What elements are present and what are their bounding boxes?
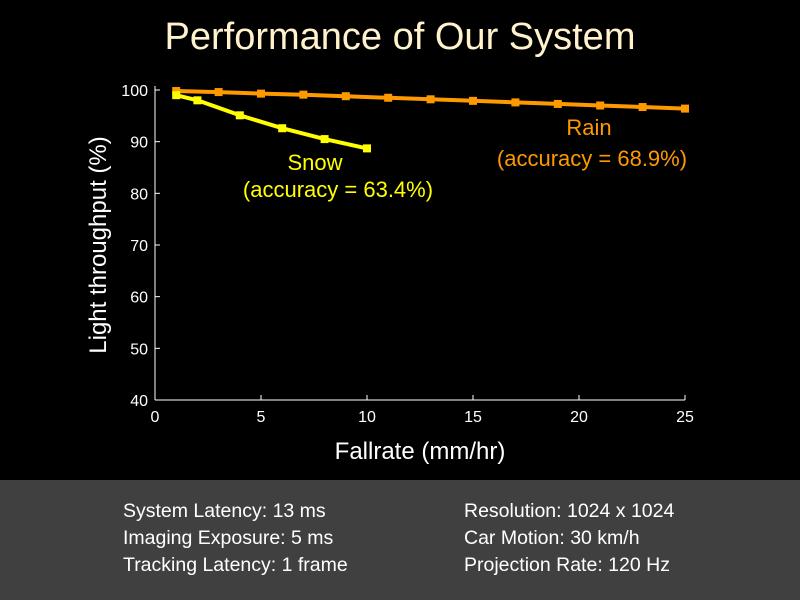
y-tick-label: 60: [130, 290, 148, 307]
rain-data-point: [214, 88, 223, 97]
x-tick-label: 15: [464, 409, 482, 426]
spec-system-latency: System Latency: 13 ms: [123, 500, 326, 522]
specs-right-column: Resolution: 1024 x 1024 Car Motion: 30 k…: [464, 498, 674, 579]
y-tick-label: 90: [130, 135, 148, 152]
snow-label: Snow: [287, 150, 342, 175]
x-tick-label: 20: [570, 409, 588, 426]
rain-data-point: [638, 103, 647, 112]
x-tick-label: 25: [676, 409, 694, 426]
snow-data-point: [320, 135, 329, 144]
y-axis-label: Light throughput (%): [85, 136, 112, 353]
x-axis-label: Fallrate (mm/hr): [335, 438, 506, 465]
snow-data-point: [193, 96, 202, 105]
x-tick-label: 10: [358, 409, 376, 426]
rain-data-point: [172, 87, 181, 96]
rain-data-point: [341, 92, 350, 101]
x-tick-label: 0: [151, 409, 160, 426]
rain-data-point: [681, 104, 689, 113]
y-tick-label: 50: [130, 341, 148, 358]
x-tick-label: 5: [257, 409, 266, 426]
rain-data-point: [553, 99, 562, 108]
y-tick-label: 70: [130, 238, 148, 255]
system-specs-panel: System Latency: 13 ms Imaging Exposure: …: [0, 480, 800, 600]
rain-data-point: [511, 98, 520, 107]
y-tick-label: 80: [130, 186, 148, 203]
spec-imaging-exposure: Imaging Exposure: 5 ms: [123, 527, 334, 549]
snow-series-line: [175, 93, 368, 151]
specs-left-column: System Latency: 13 ms Imaging Exposure: …: [123, 498, 348, 579]
rain-label: Rain: [566, 115, 611, 140]
rain-data-point: [299, 90, 308, 99]
y-tick-label: 40: [130, 393, 148, 410]
snow-data-point: [235, 111, 244, 120]
snow-data-point: [363, 144, 371, 153]
spec-tracking-latency: Tracking Latency: 1 frame: [123, 554, 348, 576]
rain-data-point: [469, 96, 477, 105]
rain-data-point: [426, 95, 435, 104]
y-tick-label: 100: [121, 83, 148, 100]
rain-data-point: [384, 93, 393, 102]
throughput-chart: 0 5 10 15 20 25 40 50 60 70 80 90 100 Fallrate (mm/hr…: [85, 83, 694, 465]
spec-car-motion: Car Motion: 30 km/h: [464, 527, 640, 549]
snow-data-point: [172, 91, 181, 100]
snow-accuracy-label: (accuracy = 63.4%): [243, 177, 433, 202]
spec-projection-rate: Projection Rate: 120 Hz: [464, 554, 670, 576]
rain-accuracy-label: (accuracy = 68.9%): [497, 146, 687, 171]
snow-data-point: [278, 124, 287, 133]
slide-title: Performance of Our System: [164, 16, 636, 58]
rain-data-point: [257, 89, 265, 98]
spec-resolution: Resolution: 1024 x 1024: [464, 500, 675, 522]
rain-data-point: [596, 101, 605, 110]
